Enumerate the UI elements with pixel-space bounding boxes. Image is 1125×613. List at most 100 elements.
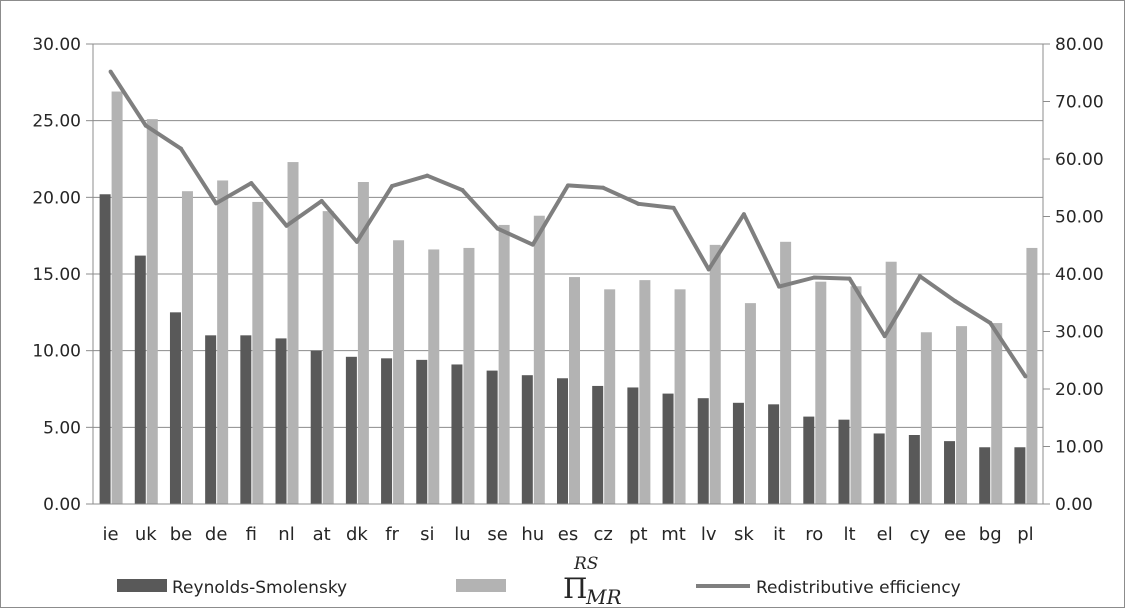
bar-reynolds-smolensky: [451, 364, 462, 504]
bar-reynolds-smolensky: [768, 404, 779, 504]
bar-reynolds-smolensky: [627, 387, 638, 504]
bar-pi: [710, 245, 721, 504]
category-label: si: [420, 524, 434, 545]
bar-reynolds-smolensky: [240, 335, 251, 504]
efficiency-point: [672, 206, 676, 210]
right-axis-tick-label: 50.00: [1055, 208, 1104, 228]
bar-pi: [639, 280, 650, 504]
bar-pi: [393, 240, 404, 504]
efficiency-point: [953, 299, 957, 303]
bar-pi: [815, 282, 826, 504]
efficiency-point: [390, 184, 394, 188]
efficiency-point: [601, 186, 605, 190]
bar-pi: [288, 162, 299, 504]
efficiency-point: [812, 275, 816, 279]
category-label: sk: [734, 524, 754, 545]
category-label: ee: [944, 524, 966, 545]
category-labels: ie uk be de fi nl at dk fr si lu se hu es cz pt mt lv sk it…: [103, 524, 1034, 545]
category-label: cz: [594, 524, 613, 545]
bar-reynolds-smolensky: [276, 338, 287, 504]
bar-reynolds-smolensky: [205, 335, 216, 504]
bar-pi: [850, 286, 861, 504]
bar-pi: [569, 277, 580, 504]
bar-reynolds-smolensky: [838, 420, 849, 504]
category-label: se: [487, 524, 507, 545]
category-label: fr: [385, 524, 399, 545]
category-label: it: [773, 524, 785, 545]
efficiency-point: [777, 285, 781, 289]
bar-reynolds-smolensky: [170, 312, 181, 504]
bar-reynolds-smolensky: [979, 447, 990, 504]
legend-swatch-pi: [456, 579, 506, 592]
category-label: lt: [843, 524, 855, 545]
efficiency-point: [531, 243, 535, 247]
efficiency-point: [285, 224, 289, 228]
right-axis-ticks: 0.00 10.00 20.00 30.00 40.00 50.00 60.00 70.00 8…: [1043, 35, 1104, 515]
bar-reynolds-smolensky: [874, 433, 885, 504]
legend-label-pi-subscript: MR: [585, 585, 622, 609]
legend-label-reynolds-smolensky: Reynolds-Smolensky: [172, 578, 347, 598]
bar-reynolds-smolensky: [311, 351, 322, 504]
category-label: bg: [979, 524, 1002, 545]
bar-pi: [921, 332, 932, 504]
efficiency-point: [355, 240, 359, 244]
category-label: cy: [910, 524, 931, 545]
efficiency-point: [707, 267, 711, 271]
right-axis-tick-label: 40.00: [1055, 265, 1104, 285]
left-axis-tick-label: 15.00: [32, 265, 81, 285]
bar-pi: [182, 191, 193, 504]
bar-reynolds-smolensky: [135, 256, 146, 504]
bar-pi: [604, 289, 615, 504]
bar-pi: [675, 289, 686, 504]
bar-reynolds-smolensky: [803, 417, 814, 504]
legend-label-pi-superscript: RS: [573, 554, 598, 574]
efficiency-point: [1023, 374, 1027, 378]
bar-reynolds-smolensky: [592, 386, 603, 504]
efficiency-point: [425, 174, 429, 178]
left-axis-tick-label: 25.00: [32, 112, 81, 132]
category-label: el: [877, 524, 893, 545]
efficiency-point: [249, 181, 253, 185]
category-label: lv: [701, 524, 717, 545]
right-axis-tick-label: 80.00: [1055, 35, 1104, 55]
bar-reynolds-smolensky: [909, 435, 920, 504]
efficiency-point: [144, 124, 148, 128]
bar-pi: [463, 248, 474, 504]
left-axis-tick-label: 10.00: [32, 342, 81, 362]
bar-reynolds-smolensky: [100, 194, 111, 504]
category-label: fi: [246, 524, 257, 545]
legend-label-pi-symbol: Π: [563, 572, 587, 605]
category-label: mt: [661, 524, 686, 545]
right-axis-tick-label: 30.00: [1055, 323, 1104, 343]
bar-pi: [991, 323, 1002, 504]
bar-pi: [217, 180, 228, 504]
right-axis-tick-label: 10.00: [1055, 438, 1104, 458]
category-label: at: [313, 524, 331, 545]
bar-pi: [745, 303, 756, 504]
bar-pi: [112, 92, 123, 504]
category-label: uk: [135, 524, 157, 545]
bar-reynolds-smolensky: [944, 441, 955, 504]
bar-reynolds-smolensky: [733, 403, 744, 504]
bar-pi: [956, 326, 967, 504]
efficiency-point: [988, 321, 992, 325]
efficiency-point: [179, 147, 183, 151]
efficiency-point: [214, 201, 218, 205]
bar-pi: [534, 216, 545, 504]
efficiency-line: [111, 72, 1026, 377]
category-label: ie: [103, 524, 119, 545]
right-axis-tick-label: 20.00: [1055, 380, 1104, 400]
right-axis-tick-label: 0.00: [1055, 495, 1093, 515]
category-label: pt: [629, 524, 647, 545]
right-axis-tick-label: 60.00: [1055, 150, 1104, 170]
bars: [100, 92, 1038, 504]
bar-pi: [499, 225, 510, 504]
legend: Reynolds-Smolensky Π RS MR Redistributiv…: [117, 554, 961, 609]
bar-pi: [147, 119, 158, 504]
category-label: dk: [346, 524, 368, 545]
efficiency-point: [566, 183, 570, 187]
efficiency-point: [460, 188, 464, 192]
category-label: de: [205, 524, 228, 545]
